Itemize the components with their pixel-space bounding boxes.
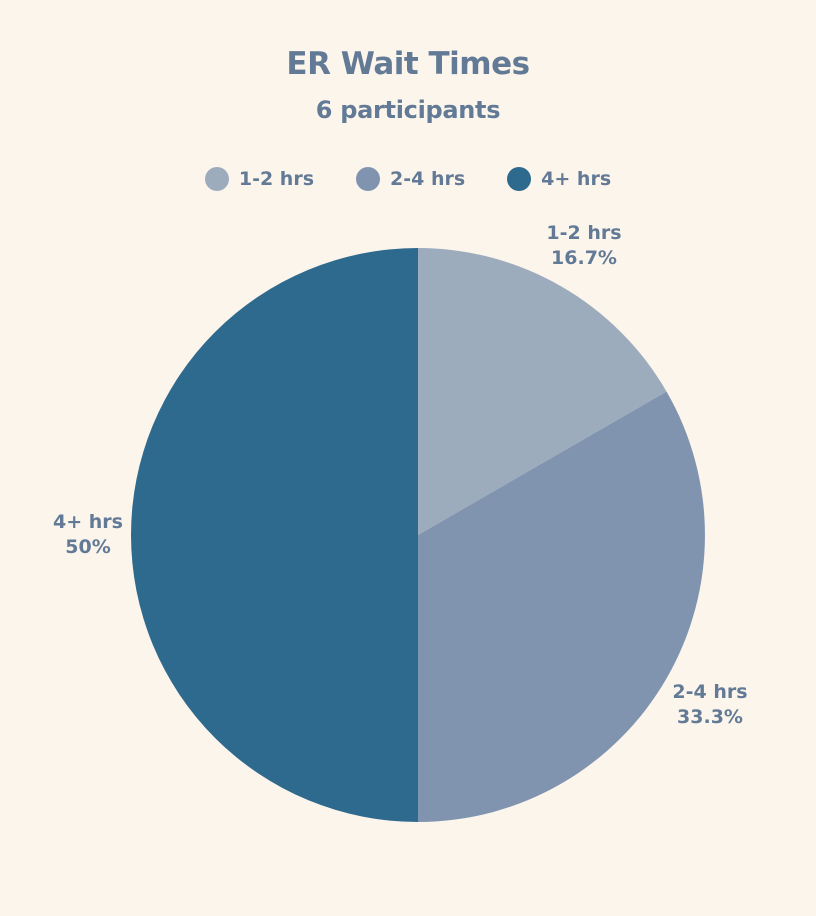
chart-title: ER Wait Times [286,46,530,82]
legend-label: 1-2 hrs [238,168,315,190]
legend-swatch-icon [356,167,381,191]
legend-swatch-icon [204,167,229,191]
legend-item-4-plus-hrs[interactable]: 4+ hrs [507,167,611,191]
chart-subtitle: 6 participants [315,96,501,124]
slice-label-name: 2-4 hrs [672,681,748,703]
legend-item-1-2-hrs[interactable]: 1-2 hrs [204,167,315,191]
legend-label: 4+ hrs [541,168,612,190]
legend-label: 2-4 hrs [390,168,466,190]
slice-label-name: 1-2 hrs [546,222,622,244]
slice-label-pct: 50% [65,536,111,558]
slice-label-1-2-hrs: 1-2 hrs 16.7% [536,221,632,271]
slice-2-4-hrs[interactable] [418,391,705,823]
slice-label-name: 4+ hrs [53,511,123,533]
slice-label-4-plus-hrs: 4+ hrs 50% [40,510,136,560]
slice-4-plus-hrs[interactable] [131,248,418,822]
chart-legend: 1-2 hrs 2-4 hrs 4+ hrs [0,167,816,191]
slice-1-2-hrs[interactable] [418,248,667,535]
slice-label-pct: 16.7% [551,247,617,269]
slice-label-2-4-hrs: 2-4 hrs 33.3% [662,680,758,730]
slice-label-pct: 33.3% [677,706,743,728]
legend-swatch-icon [507,167,532,191]
legend-item-2-4-hrs[interactable]: 2-4 hrs [356,167,465,191]
